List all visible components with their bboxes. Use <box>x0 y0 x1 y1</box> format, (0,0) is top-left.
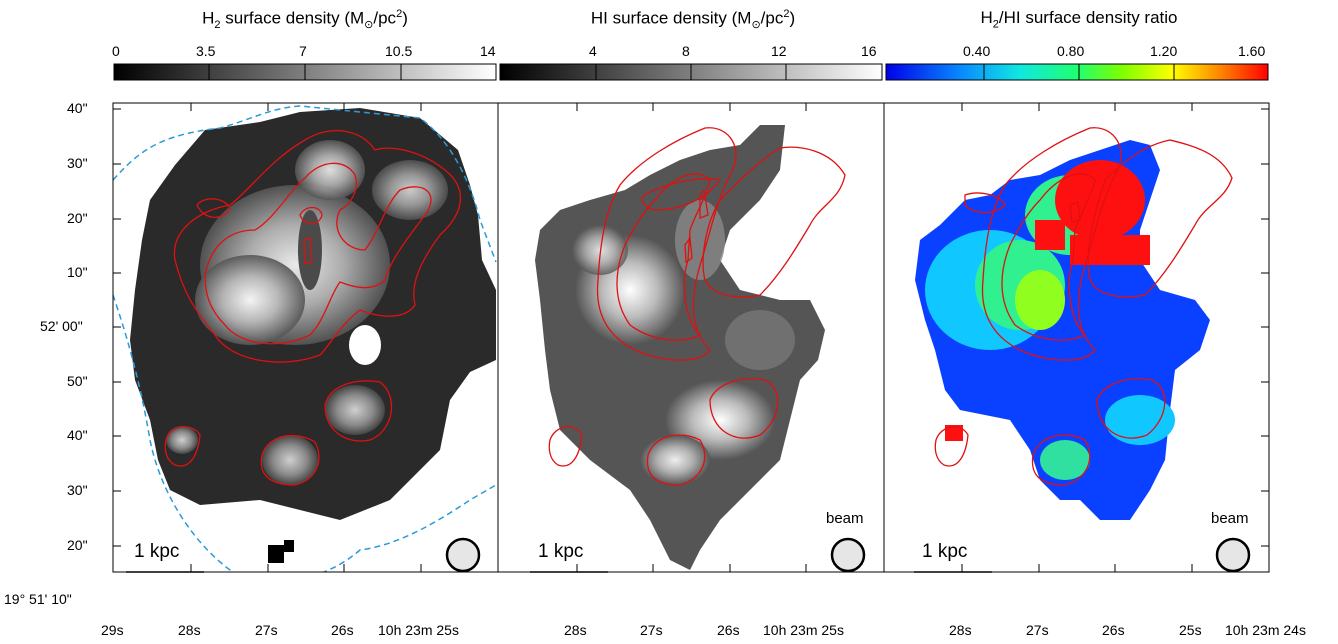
ra2-label-1: 27s <box>640 622 663 638</box>
ra2-label-0: 28s <box>564 622 587 638</box>
dec-label-1: 30" <box>67 155 88 171</box>
scale-bar-label-2: 1 kpc <box>538 541 584 562</box>
dec-label-2: 20" <box>67 210 88 226</box>
cbar2-tick-0: 4 <box>589 43 597 59</box>
cbar2-tick-2: 12 <box>771 43 787 59</box>
ra3-label-0: 28s <box>949 622 972 638</box>
ra3-label-1: 27s <box>1026 622 1049 638</box>
cbar3-tick-0: 0.40 <box>963 43 991 59</box>
colorbar-title-h2: H2 surface density (M⊙/pc2) <box>202 8 408 32</box>
ra3-label-4: 10h 23m 24s <box>1225 622 1306 638</box>
cbar1-tick-3: 10.5 <box>385 43 413 59</box>
ra3-label-3: 25s <box>1179 622 1202 638</box>
beam-label-3: beam <box>1211 510 1249 527</box>
scale-bar-label-3: 1 kpc <box>922 541 968 562</box>
cbar2-tick-3: 16 <box>861 43 877 59</box>
ra1-label-3: 26s <box>331 622 354 638</box>
dec-label-0: 40" <box>67 100 88 116</box>
dec-label-7: 30" <box>67 482 88 498</box>
cbar1-tick-4: 14 <box>480 43 496 59</box>
ra1-label-4: 10h 23m 25s <box>378 622 459 638</box>
dec-label-4: 52' 00" <box>40 318 83 334</box>
ra2-label-2: 26s <box>717 622 740 638</box>
cbar3-tick-3: 1.60 <box>1238 43 1266 59</box>
ra1-label-2: 27s <box>255 622 278 638</box>
colorbar-ratio <box>885 63 1269 81</box>
dec-label-9: 19° 51' 10" <box>4 591 72 607</box>
panel-hi-map <box>535 125 846 570</box>
survey-footprint <box>113 105 497 572</box>
dec-label-6: 40" <box>67 427 88 443</box>
ra1-label-0: 29s <box>101 622 124 638</box>
colorbar-title-hi: HI surface density (M⊙/pc2) <box>590 8 796 32</box>
ra3-label-2: 26s <box>1102 622 1125 638</box>
ra2-label-3: 10h 23m 25s <box>763 622 844 638</box>
panel-frame-ratio <box>883 102 1270 573</box>
beam-label-2: beam <box>826 510 864 527</box>
ra1-label-1: 28s <box>178 622 201 638</box>
beam-circle-2 <box>830 537 866 573</box>
beam-circle-3 <box>1215 537 1251 573</box>
cbar2-tick-1: 8 <box>682 43 690 59</box>
panel-h2-map <box>113 105 497 572</box>
dec-label-3: 10" <box>67 264 88 280</box>
colorbar-title-ratio: H2/HI surface density ratio <box>980 8 1178 31</box>
cbar1-tick-2: 7 <box>299 43 307 59</box>
panel-ratio-map <box>915 127 1233 520</box>
dec-label-8: 20" <box>67 537 88 553</box>
dec-label-5: 50" <box>67 373 88 389</box>
scale-bar-label-1: 1 kpc <box>134 541 180 562</box>
axis-ticks <box>113 103 1269 572</box>
cbar3-tick-2: 1.20 <box>1150 43 1178 59</box>
cbar3-tick-1: 0.80 <box>1057 43 1085 59</box>
beam-circle-1 <box>445 537 481 573</box>
cbar1-tick-1: 3.5 <box>196 43 216 59</box>
cbar1-tick-0: 0 <box>112 43 120 59</box>
